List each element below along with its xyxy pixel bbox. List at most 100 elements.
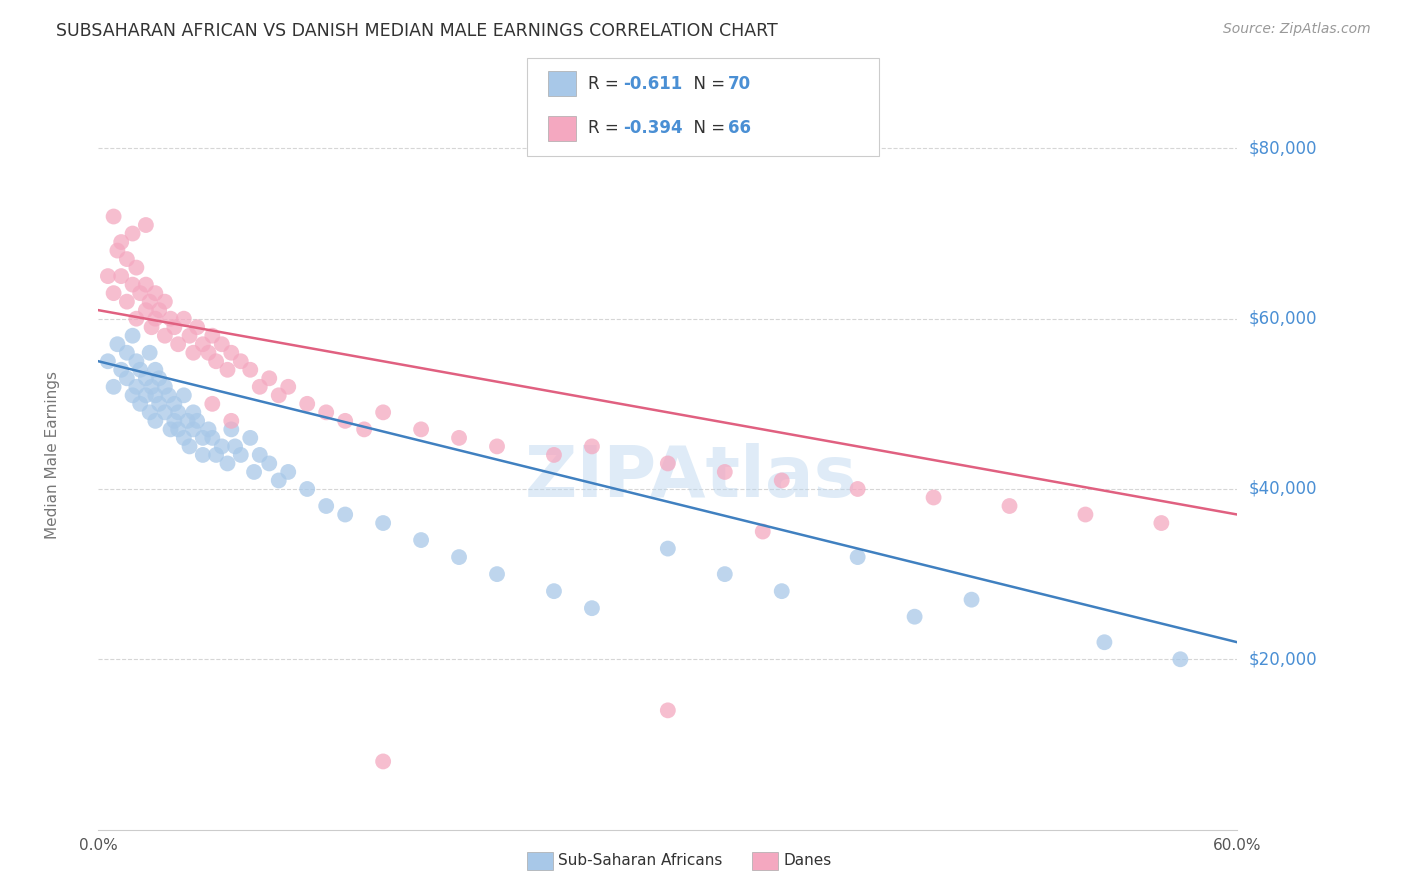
- Point: [115, 252, 138, 266]
- Point: [173, 311, 195, 326]
- Point: [657, 703, 679, 717]
- Point: [217, 363, 239, 377]
- Point: [125, 260, 148, 275]
- Point: [153, 405, 176, 419]
- Point: [103, 286, 125, 301]
- Point: [159, 422, 181, 436]
- Point: [141, 320, 163, 334]
- Point: [581, 439, 603, 453]
- Point: [145, 311, 167, 326]
- Point: [115, 294, 138, 309]
- Point: [714, 567, 737, 582]
- Point: [103, 380, 125, 394]
- Point: [183, 345, 205, 359]
- Point: [239, 431, 262, 445]
- Point: [486, 567, 509, 582]
- Point: [103, 210, 125, 224]
- Text: $80,000: $80,000: [1249, 139, 1317, 157]
- Point: [138, 345, 160, 359]
- Text: N =: N =: [683, 75, 731, 93]
- Text: R =: R =: [588, 75, 624, 93]
- Text: 70: 70: [728, 75, 751, 93]
- Point: [125, 311, 148, 326]
- Point: [411, 422, 433, 436]
- Point: [752, 524, 775, 539]
- Point: [197, 422, 219, 436]
- Point: [97, 269, 120, 284]
- Point: [297, 397, 319, 411]
- Point: [176, 414, 198, 428]
- Point: [221, 414, 243, 428]
- Point: [153, 380, 176, 394]
- Point: [315, 499, 337, 513]
- Point: [191, 337, 214, 351]
- Text: R =: R =: [588, 120, 624, 137]
- Point: [371, 755, 394, 769]
- Point: [163, 320, 186, 334]
- Point: [846, 550, 869, 565]
- Point: [110, 269, 132, 284]
- Point: [183, 422, 205, 436]
- Point: [960, 592, 983, 607]
- Point: [770, 584, 793, 599]
- Point: [411, 533, 433, 547]
- Point: [153, 328, 176, 343]
- Point: [1094, 635, 1116, 649]
- Point: [159, 311, 181, 326]
- Point: [145, 363, 167, 377]
- Point: [243, 465, 266, 479]
- Point: [135, 303, 157, 318]
- Point: [486, 439, 509, 453]
- Point: [249, 448, 271, 462]
- Point: [125, 354, 148, 368]
- Point: [249, 380, 271, 394]
- Point: [145, 286, 167, 301]
- Text: 66: 66: [728, 120, 751, 137]
- Point: [135, 277, 157, 292]
- Point: [229, 448, 252, 462]
- Point: [846, 482, 869, 496]
- Point: [167, 405, 190, 419]
- Point: [221, 345, 243, 359]
- Point: [904, 609, 927, 624]
- Text: -0.611: -0.611: [623, 75, 682, 93]
- Point: [110, 363, 132, 377]
- Point: [211, 439, 233, 453]
- Point: [115, 345, 138, 359]
- Point: [714, 465, 737, 479]
- Point: [129, 286, 152, 301]
- Point: [179, 328, 201, 343]
- Point: [191, 431, 214, 445]
- Point: [1170, 652, 1192, 666]
- Point: [1074, 508, 1097, 522]
- Point: [267, 474, 290, 488]
- Point: [277, 380, 299, 394]
- Point: [107, 244, 129, 258]
- Point: [581, 601, 603, 615]
- Point: [543, 584, 565, 599]
- Text: Source: ZipAtlas.com: Source: ZipAtlas.com: [1223, 22, 1371, 37]
- Point: [153, 294, 176, 309]
- Point: [121, 328, 143, 343]
- Point: [201, 397, 224, 411]
- Text: -0.394: -0.394: [623, 120, 682, 137]
- Text: $40,000: $40,000: [1249, 480, 1317, 498]
- Point: [353, 422, 375, 436]
- Point: [998, 499, 1021, 513]
- Point: [205, 354, 228, 368]
- Point: [173, 388, 195, 402]
- Point: [449, 550, 471, 565]
- Point: [135, 388, 157, 402]
- Point: [657, 541, 679, 556]
- Point: [163, 414, 186, 428]
- Point: [211, 337, 233, 351]
- Point: [121, 388, 143, 402]
- Text: Danes: Danes: [783, 854, 831, 868]
- Point: [129, 397, 152, 411]
- Point: [371, 405, 394, 419]
- Point: [183, 405, 205, 419]
- Text: SUBSAHARAN AFRICAN VS DANISH MEDIAN MALE EARNINGS CORRELATION CHART: SUBSAHARAN AFRICAN VS DANISH MEDIAN MALE…: [56, 22, 778, 40]
- Point: [922, 491, 945, 505]
- Point: [449, 431, 471, 445]
- Point: [267, 388, 290, 402]
